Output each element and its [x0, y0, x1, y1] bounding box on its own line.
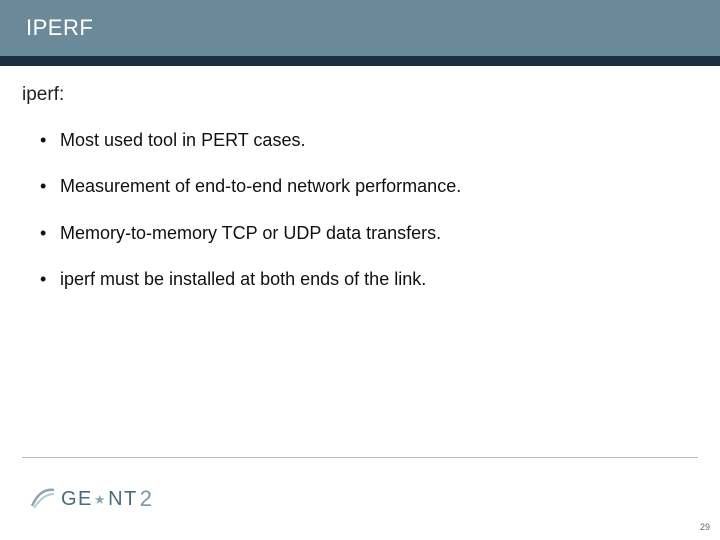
star-icon: ★ — [94, 492, 107, 508]
footer-divider — [22, 457, 698, 458]
logo-text: GE★NT2 — [61, 486, 153, 512]
list-item: iperf must be installed at both ends of … — [60, 267, 698, 291]
logo-swoosh-icon — [28, 484, 58, 514]
geant2-logo: GE★NT2 — [28, 484, 153, 514]
logo-text-mid: NT — [108, 488, 138, 511]
logo-text-suffix: 2 — [140, 486, 154, 512]
list-item: Memory-to-memory TCP or UDP data transfe… — [60, 221, 698, 245]
list-item: Most used tool in PERT cases. — [60, 128, 698, 152]
subtitle: iperf: — [22, 84, 698, 106]
list-item: Measurement of end-to-end network perfor… — [60, 174, 698, 198]
bullet-list: Most used tool in PERT cases. Measuremen… — [22, 128, 698, 291]
slide-title: IPERF — [26, 15, 93, 41]
page-number: 29 — [700, 522, 710, 532]
logo-text-prefix: GE — [61, 488, 93, 511]
header-band: IPERF — [0, 0, 720, 56]
header-divider — [0, 56, 720, 66]
content-area: iperf: Most used tool in PERT cases. Mea… — [0, 66, 720, 291]
